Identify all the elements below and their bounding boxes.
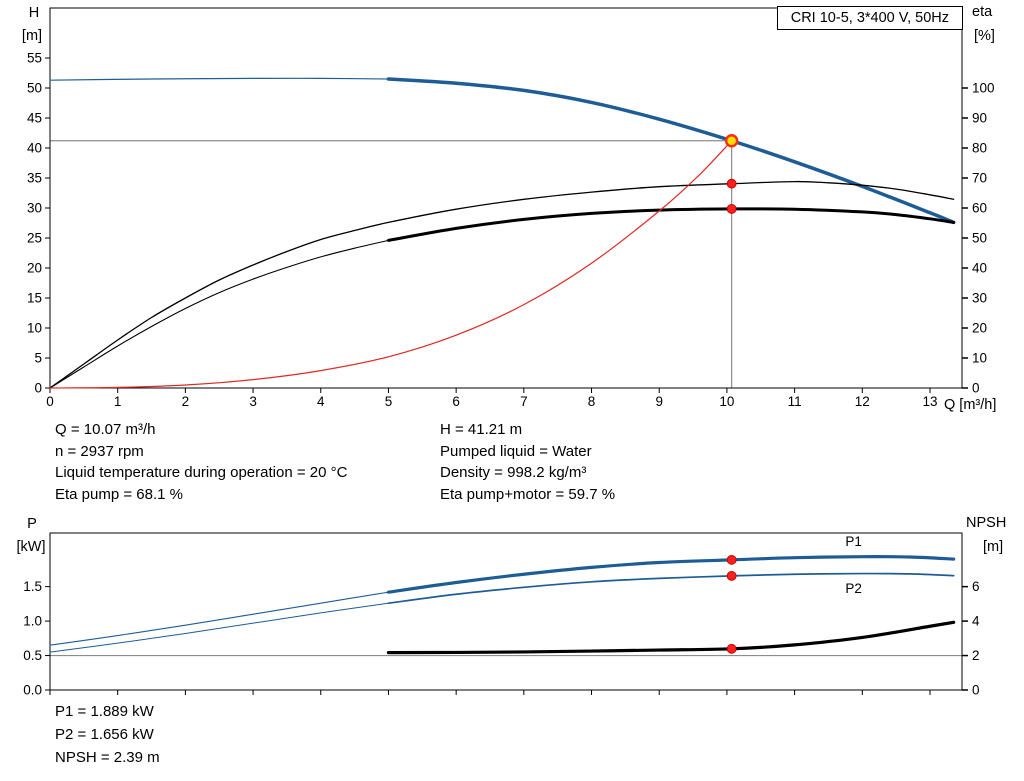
eta-pump-motor-thin — [49, 239, 389, 389]
svg-text:4: 4 — [317, 394, 325, 409]
svg-text:1.0: 1.0 — [23, 614, 42, 629]
svg-text:20: 20 — [972, 321, 987, 336]
eta-pump-value: Eta pump = 68.1 % — [55, 485, 183, 503]
svg-text:0: 0 — [972, 683, 980, 698]
svg-text:50: 50 — [27, 80, 42, 95]
svg-text:10: 10 — [719, 394, 734, 409]
p1-dot — [726, 554, 737, 565]
eta-pump-dot — [726, 178, 737, 189]
qh-curve — [386, 77, 956, 225]
svg-text:9: 9 — [655, 394, 663, 409]
npsh-axis-unit: [m] — [983, 539, 1004, 555]
svg-text:55: 55 — [27, 50, 42, 65]
svg-text:90: 90 — [972, 111, 987, 126]
npsh-value: NPSH = 2.39 m — [55, 749, 160, 766]
svg-text:1: 1 — [114, 394, 122, 409]
svg-text:11: 11 — [788, 394, 802, 409]
svg-text:40: 40 — [27, 140, 42, 155]
svg-text:50: 50 — [972, 231, 987, 246]
svg-text:45: 45 — [27, 110, 42, 125]
svg-text:6: 6 — [972, 579, 980, 594]
svg-text:3: 3 — [249, 394, 257, 409]
svg-text:2: 2 — [182, 394, 190, 409]
power-npsh-chart: 0.0 0.5 1.0 1.5 0 2 4 6 P1 P2 — [23, 532, 980, 698]
svg-text:10: 10 — [972, 351, 987, 366]
liquid-temp-value: Liquid temperature during operation = 20… — [55, 464, 348, 481]
npsh-axis-label: NPSH — [966, 515, 1007, 531]
svg-text:35: 35 — [27, 170, 42, 185]
series-label-P2: P2 — [845, 581, 862, 596]
svg-text:0.5: 0.5 — [23, 648, 42, 663]
p-axis-label: P — [27, 516, 37, 532]
system-curve — [49, 140, 733, 389]
svg-text:70: 70 — [972, 171, 987, 186]
h-axis-label: H — [28, 5, 40, 21]
eta-pump-motor-value: Eta pump+motor = 59.7 % — [440, 485, 616, 503]
svg-text:30: 30 — [972, 291, 987, 306]
npsh-curve — [386, 620, 956, 655]
svg-text:100: 100 — [972, 81, 995, 96]
svg-text:0: 0 — [972, 381, 980, 396]
svg-text:4: 4 — [972, 614, 980, 629]
p2-curve-thin — [49, 602, 389, 653]
eta-axis-unit: [%] — [974, 28, 995, 44]
hq-eta-chart: 0 1 2 3 4 5 6 7 8 9 10 11 12 130510152025303540455055… — [27, 7, 995, 409]
svg-text:6: 6 — [452, 394, 460, 409]
svg-text:30: 30 — [27, 200, 42, 215]
svg-text:80: 80 — [972, 141, 987, 156]
npsh-dot — [726, 643, 737, 654]
qh-curve-thin — [49, 77, 390, 81]
p1-curve — [386, 555, 956, 594]
svg-text:2: 2 — [972, 648, 980, 663]
svg-text:5: 5 — [34, 350, 42, 365]
svg-text:15: 15 — [27, 290, 42, 305]
flow-value: Q = 10.07 m³/h — [55, 421, 156, 438]
q-axis-label: Q [m³/h] — [944, 397, 997, 413]
p2-dot — [726, 570, 737, 581]
svg-text:5: 5 — [385, 394, 393, 409]
svg-text:0.0: 0.0 — [23, 683, 42, 698]
eta-pump-motor-curve — [386, 207, 956, 242]
speed-value: n = 2937 rpm — [55, 442, 144, 460]
density-value: Density = 998.2 kg/m³ — [440, 464, 587, 481]
series-label-P1: P1 — [845, 534, 862, 549]
duty-info-left: Q = 10.07 m³/h n = 2937 rpm Liquid tempe… — [55, 419, 347, 505]
p1-curve-thin — [49, 591, 389, 646]
duty-info-right: H = 41.21 m Pumped liquid = Water Densit… — [440, 419, 615, 505]
svg-text:12: 12 — [855, 394, 870, 409]
svg-text:25: 25 — [27, 230, 42, 245]
svg-text:13: 13 — [922, 394, 937, 409]
svg-text:40: 40 — [972, 261, 987, 276]
plot-frame — [49, 532, 963, 691]
svg-text:0: 0 — [34, 381, 42, 396]
p-axis-unit: [kW] — [16, 539, 46, 555]
svg-text:20: 20 — [27, 260, 42, 275]
duty-point-marker[interactable] — [724, 134, 739, 148]
p1-value: P1 = 1.889 kW — [55, 703, 154, 720]
p2-value: P2 = 1.656 kW — [55, 726, 154, 743]
svg-text:60: 60 — [972, 201, 987, 216]
svg-text:0: 0 — [46, 394, 54, 409]
eta-pump-curve — [49, 180, 955, 389]
p2-curve — [387, 572, 955, 605]
power-npsh-values: P1 = 1.889 kW P2 = 1.656 kW NPSH = 2.39 … — [55, 700, 160, 769]
pump-model-label: CRI 10-5, 3*400 V, 50Hz — [776, 6, 963, 30]
svg-text:1.5: 1.5 — [23, 579, 42, 594]
svg-text:8: 8 — [588, 394, 596, 409]
h-axis-unit: [m] — [21, 28, 43, 44]
plot-frame — [49, 7, 963, 389]
eta-pump-motor-dot — [726, 204, 737, 214]
svg-text:10: 10 — [27, 320, 42, 335]
svg-text:7: 7 — [520, 394, 528, 409]
head-value: H = 41.21 m — [440, 421, 523, 438]
pumped-liquid-value: Pumped liquid = Water — [440, 442, 592, 460]
eta-axis-label: eta — [972, 4, 993, 20]
